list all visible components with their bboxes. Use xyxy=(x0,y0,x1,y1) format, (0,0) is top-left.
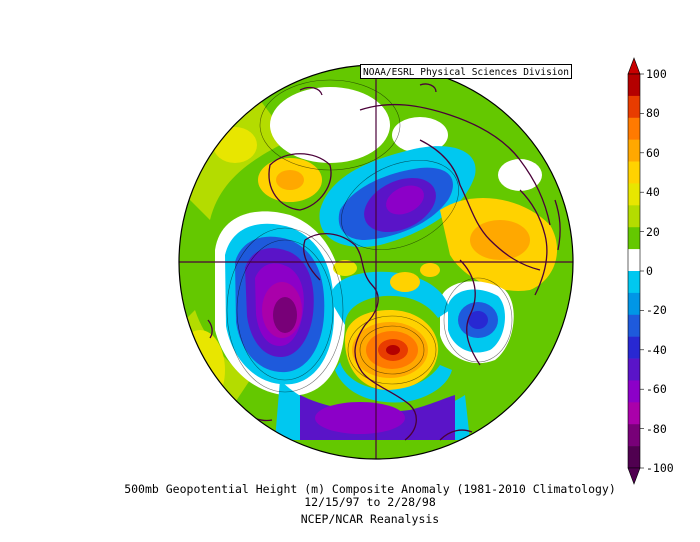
colorbar-tick-label: 0 xyxy=(646,264,653,278)
colorbar-swatch xyxy=(628,336,640,359)
credit-label: NOAA/ESRL Physical Sciences Division xyxy=(360,64,572,79)
colorbar-top-arrow xyxy=(627,57,641,75)
colorbar-swatch xyxy=(628,95,640,119)
colorbar-swatch xyxy=(628,139,640,162)
colorbar-tick-label: -80 xyxy=(646,421,667,436)
colorbar-tick-label: -40 xyxy=(646,342,667,357)
caption-dates: 12/15/97 to 2/28/98 xyxy=(304,495,436,509)
colorbar-swatch xyxy=(628,205,640,228)
colorbar-swatch xyxy=(628,249,640,272)
colorbar-swatch xyxy=(628,424,640,447)
colorbar-tick-label: -20 xyxy=(646,303,667,318)
colorbar-swatch xyxy=(628,402,640,425)
colorbar-swatch xyxy=(628,117,640,140)
anomaly-field xyxy=(179,65,573,459)
caption-title: 500mb Geopotential Height (m) Composite … xyxy=(124,482,616,496)
colorbar-tick-label: -60 xyxy=(646,382,667,397)
colorbar-swatch xyxy=(628,161,640,184)
colorbar-swatch xyxy=(628,358,640,381)
colorbar-tick-label: 100 xyxy=(646,67,667,81)
colorbar-swatch xyxy=(628,314,640,337)
colorbar-tick-label: -100 xyxy=(646,461,674,475)
colorbar-tick-label: 60 xyxy=(646,145,660,160)
colorbar-swatch xyxy=(628,183,640,206)
colorbar-tick-label: 20 xyxy=(646,224,660,239)
colorbar-tick-label: 80 xyxy=(646,106,660,121)
colorbar-swatch xyxy=(628,271,640,294)
colorbar-swatch xyxy=(628,227,640,250)
colorbar-tick-label: 40 xyxy=(646,185,660,200)
caption-source: NCEP/NCAR Reanalysis xyxy=(300,512,440,526)
colorbar-bottom-arrow xyxy=(627,467,641,485)
colorbar xyxy=(627,57,644,485)
colorbar-swatch xyxy=(628,380,640,403)
colorbar-swatch xyxy=(628,292,640,316)
colorbar-swatch xyxy=(628,446,640,469)
colorbar-swatch xyxy=(628,74,640,97)
